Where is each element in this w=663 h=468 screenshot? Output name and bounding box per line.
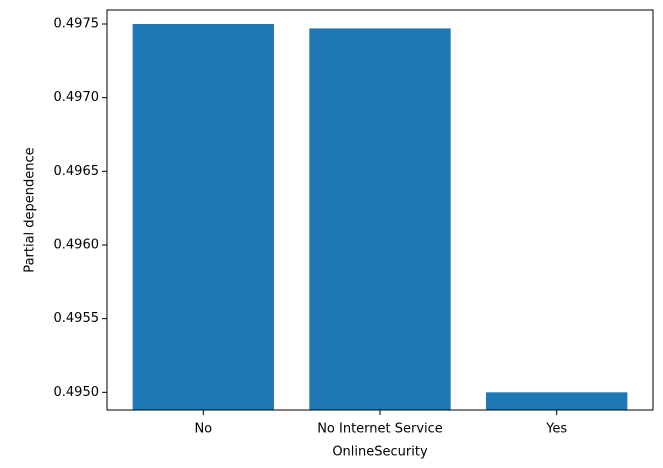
x-tick-label: Yes	[545, 422, 567, 437]
bar	[486, 392, 628, 410]
y-tick-label: 0.4975	[54, 16, 100, 31]
y-tick-label: 0.4970	[54, 90, 100, 105]
x-tick-label: No Internet Service	[317, 422, 443, 437]
plot-frame	[106, 9, 654, 411]
y-tick-label: 0.4950	[54, 385, 100, 400]
y-tick-label: 0.4955	[54, 311, 100, 326]
y-tick-label: 0.4960	[54, 237, 100, 252]
bar	[309, 28, 451, 411]
y-axis-label: Partial dependence	[23, 147, 38, 272]
bar	[132, 23, 274, 411]
y-tick-label: 0.4965	[54, 164, 100, 179]
x-tick-label: No	[194, 422, 212, 437]
x-axis-label: OnlineSecurity	[332, 445, 428, 460]
